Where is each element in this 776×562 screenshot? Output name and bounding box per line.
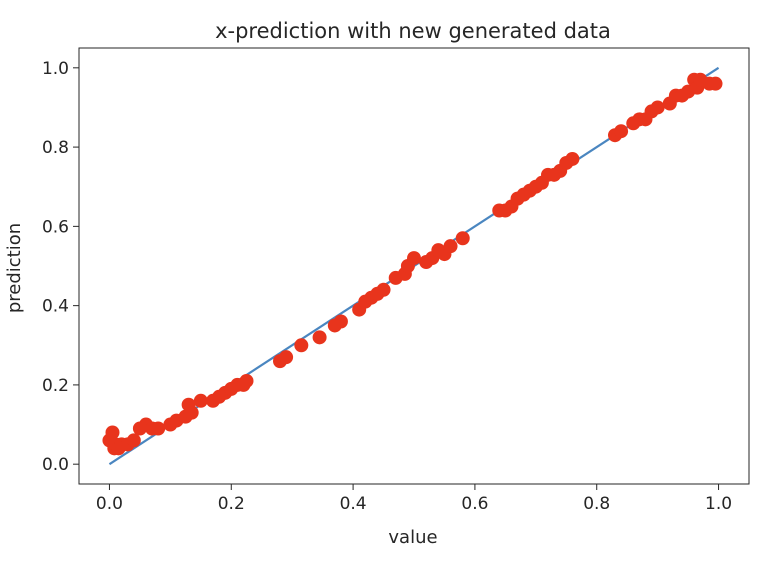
scatter-point — [614, 124, 629, 139]
y-ticks: 0.0 0.2 0.4 0.6 0.8 1.0 — [42, 59, 79, 475]
scatter-point — [407, 251, 421, 266]
scatter-point — [312, 330, 327, 345]
scatter-point — [184, 405, 199, 420]
scatter-point — [126, 433, 141, 448]
x-tick-label: 0.2 — [218, 494, 245, 514]
scatter-point — [650, 100, 665, 115]
scatter-point — [239, 373, 254, 388]
y-tick-label: 0.0 — [42, 455, 69, 475]
x-axis-label: value — [388, 527, 437, 548]
scatter-point — [105, 425, 120, 440]
y-tick-label: 0.4 — [42, 297, 69, 317]
scatter-point — [708, 76, 723, 91]
scatter-point — [294, 338, 309, 353]
series-points — [102, 72, 723, 456]
scatter-point — [193, 393, 208, 408]
scatter-point — [279, 350, 294, 365]
y-tick-label: 0.6 — [42, 217, 69, 237]
scatter-point — [151, 421, 166, 436]
x-tick-label: 0.0 — [96, 494, 123, 514]
scatter-point — [333, 314, 348, 329]
scatter-point — [565, 151, 580, 166]
chart-title: x-prediction with new generated data — [215, 19, 611, 43]
x-tick-label: 0.8 — [583, 494, 610, 514]
x-tick-label: 0.6 — [461, 494, 488, 514]
scatter-point — [455, 231, 470, 246]
scatter-point — [376, 282, 391, 297]
y-tick-label: 0.2 — [42, 376, 69, 396]
y-tick-label: 1.0 — [42, 59, 69, 79]
y-tick-label: 0.8 — [42, 138, 69, 158]
x-tick-label: 1.0 — [705, 494, 732, 514]
scatter-point — [443, 239, 458, 254]
x-ticks: 0.0 0.2 0.4 0.6 0.8 1.0 — [96, 484, 732, 514]
y-axis-label: prediction — [4, 223, 25, 313]
x-tick-label: 0.4 — [340, 494, 367, 514]
